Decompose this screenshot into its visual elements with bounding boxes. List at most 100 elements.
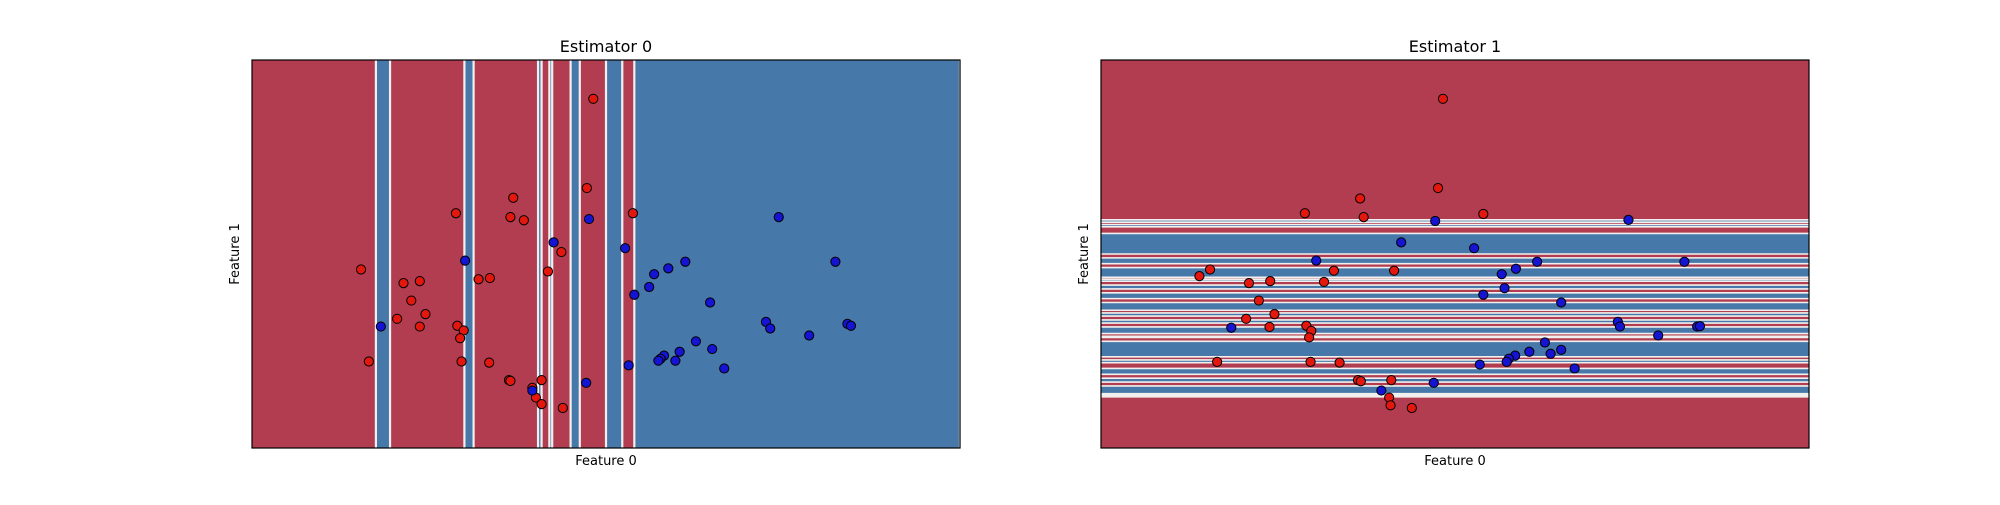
decision-band-13	[1101, 341, 1809, 357]
data-point-blue-5	[1496, 269, 1507, 280]
data-point-blue-17	[1653, 330, 1664, 341]
decision-band-2	[1101, 233, 1809, 254]
decision-regions	[252, 60, 962, 448]
data-point-blue-8	[830, 256, 841, 267]
data-point-blue-2	[1396, 237, 1407, 248]
data-point-blue-20	[1524, 346, 1535, 357]
data-point-blue-0	[773, 212, 784, 223]
data-point-blue-9	[629, 289, 640, 300]
data-point-red-16	[1264, 321, 1275, 333]
decision-band-4	[570, 60, 580, 448]
data-point-blue-9	[1478, 289, 1489, 300]
data-point-blue-11	[1556, 297, 1567, 308]
x-axis-label: Feature 0	[575, 454, 637, 469]
data-point-red-21	[1305, 356, 1316, 367]
decision-band-10	[1101, 319, 1809, 324]
y-axis-label: Feature 1	[1077, 223, 1092, 285]
decision-band-17	[1101, 385, 1809, 394]
data-point-blue-2	[548, 237, 559, 248]
chart-title: Estimator 1	[1409, 37, 1501, 56]
data-point-blue-1	[1430, 215, 1441, 227]
data-point-red-13	[473, 274, 484, 285]
data-point-blue-16	[1226, 322, 1237, 333]
data-point-red-9	[414, 276, 425, 287]
data-point-blue-26	[719, 363, 730, 374]
data-point-blue-6	[663, 263, 674, 274]
data-point-blue-20	[674, 346, 685, 357]
data-point-red-6	[1204, 264, 1216, 275]
data-point-red-5	[1478, 208, 1489, 220]
data-point-red-11	[542, 266, 554, 277]
x-axis-label: Feature 0	[1424, 454, 1486, 469]
data-point-blue-24	[670, 355, 681, 366]
data-point-blue-4	[460, 255, 471, 266]
decision-band-8	[1101, 302, 1809, 311]
y-axis-label: Feature 1	[228, 223, 243, 285]
decision-band-0	[1101, 219, 1809, 223]
data-point-red-25	[1386, 375, 1397, 386]
data-point-blue-25	[1474, 359, 1485, 370]
data-point-blue-25	[623, 360, 634, 371]
chart-panel-0: Estimator 0 Feature 0 Feature 1	[0, 0, 1000, 500]
decision-band-5	[606, 60, 623, 448]
chart-estimator-0: Estimator 0 Feature 0 Feature 1	[228, 37, 962, 469]
chart-title: Estimator 0	[560, 37, 652, 56]
data-point-blue-4	[1311, 255, 1322, 266]
data-point-red-14	[1269, 309, 1280, 320]
data-point-red-15	[420, 309, 431, 320]
data-point-blue-13	[765, 323, 776, 334]
data-point-blue-10	[1499, 283, 1510, 294]
data-point-red-13	[1253, 295, 1264, 306]
data-point-red-29	[536, 399, 547, 410]
data-point-red-9	[1243, 278, 1255, 289]
data-point-red-6	[627, 208, 639, 219]
decision-band-3	[549, 60, 553, 448]
data-point-red-24	[1355, 376, 1366, 387]
data-point-red-20	[1212, 356, 1223, 367]
data-point-red-0	[588, 93, 599, 104]
decision-band-2	[538, 60, 542, 448]
data-point-red-5	[518, 215, 529, 226]
data-point-blue-5	[649, 269, 660, 280]
plot-frame	[251, 59, 961, 449]
data-point-blue-8	[1679, 256, 1690, 267]
data-point-red-1	[581, 182, 592, 194]
data-point-red-20	[455, 333, 466, 344]
data-point-blue-26	[1569, 363, 1580, 374]
data-point-red-7	[1328, 265, 1340, 276]
data-point-blue-27	[1428, 377, 1439, 388]
data-point-blue-23	[1501, 356, 1512, 367]
data-point-blue-18	[1539, 337, 1551, 348]
data-point-blue-0	[1623, 214, 1634, 225]
data-point-blue-18	[690, 336, 702, 347]
data-point-blue-17	[804, 330, 815, 341]
data-point-red-16	[392, 313, 403, 324]
data-point-red-4	[1358, 212, 1369, 223]
data-point-blue-15	[845, 320, 857, 331]
decision-band-14	[1101, 359, 1809, 363]
data-point-red-2	[450, 208, 462, 219]
decision-band-4	[1101, 267, 1809, 278]
data-point-blue-24	[1545, 348, 1556, 359]
data-point-red-15	[1241, 313, 1252, 324]
data-point-blue-3	[1469, 243, 1480, 254]
data-point-red-11	[1318, 276, 1330, 288]
data-point-blue-11	[704, 297, 716, 308]
data-point-blue-3	[620, 243, 631, 254]
data-point-red-7	[355, 264, 367, 275]
data-point-red-0	[1437, 93, 1449, 104]
data-point-red-19	[1304, 332, 1315, 343]
data-point-red-3	[1299, 208, 1311, 219]
data-point-blue-10	[644, 281, 655, 293]
data-point-blue-28	[527, 385, 538, 396]
decision-regions	[1101, 60, 1809, 448]
data-point-red-4	[505, 212, 516, 223]
plot-frame	[1100, 59, 1810, 449]
data-point-red-28	[1406, 402, 1417, 414]
decision-band-0	[375, 60, 391, 448]
data-points	[355, 93, 857, 414]
decision-band-9	[1101, 312, 1809, 317]
data-point-blue-23	[653, 355, 664, 366]
decision-band-15	[1101, 368, 1809, 375]
data-point-red-27	[1385, 400, 1396, 411]
